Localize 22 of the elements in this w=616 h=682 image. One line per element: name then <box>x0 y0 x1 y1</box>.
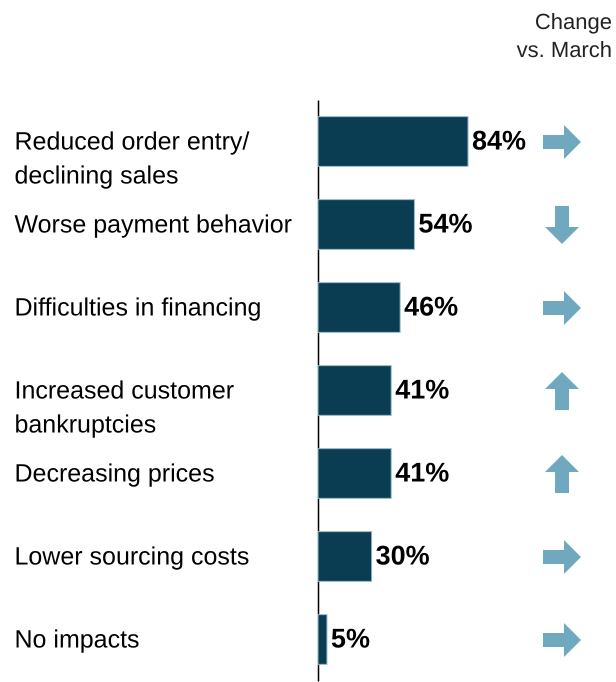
bar <box>318 448 392 499</box>
data-label: 41% <box>395 374 450 404</box>
y-tick-label: Reduced order entry/ declining sales <box>14 128 250 190</box>
data-label: 84% <box>472 126 526 156</box>
data-label: 41% <box>395 458 450 488</box>
y-tick-label: Decreasing prices <box>14 460 215 488</box>
bar <box>318 282 401 333</box>
y-tick-label: Increased customer bankruptcies <box>14 376 234 438</box>
y-tick-label: No impacts <box>14 626 140 654</box>
bar <box>318 365 392 416</box>
data-label: 30% <box>376 540 430 570</box>
y-tick-label: Difficulties in financing <box>14 294 262 322</box>
bar <box>318 199 415 250</box>
data-label: 46% <box>404 292 458 322</box>
y-tick-label: Worse payment behavior <box>14 210 292 238</box>
y-tick-label: Lower sourcing costs <box>14 542 250 570</box>
bar <box>318 614 328 665</box>
bar <box>318 116 468 167</box>
data-label: 54% <box>418 208 472 238</box>
data-label: 5% <box>330 624 370 654</box>
text: Change vs. March <box>516 8 612 64</box>
bar <box>318 531 372 582</box>
